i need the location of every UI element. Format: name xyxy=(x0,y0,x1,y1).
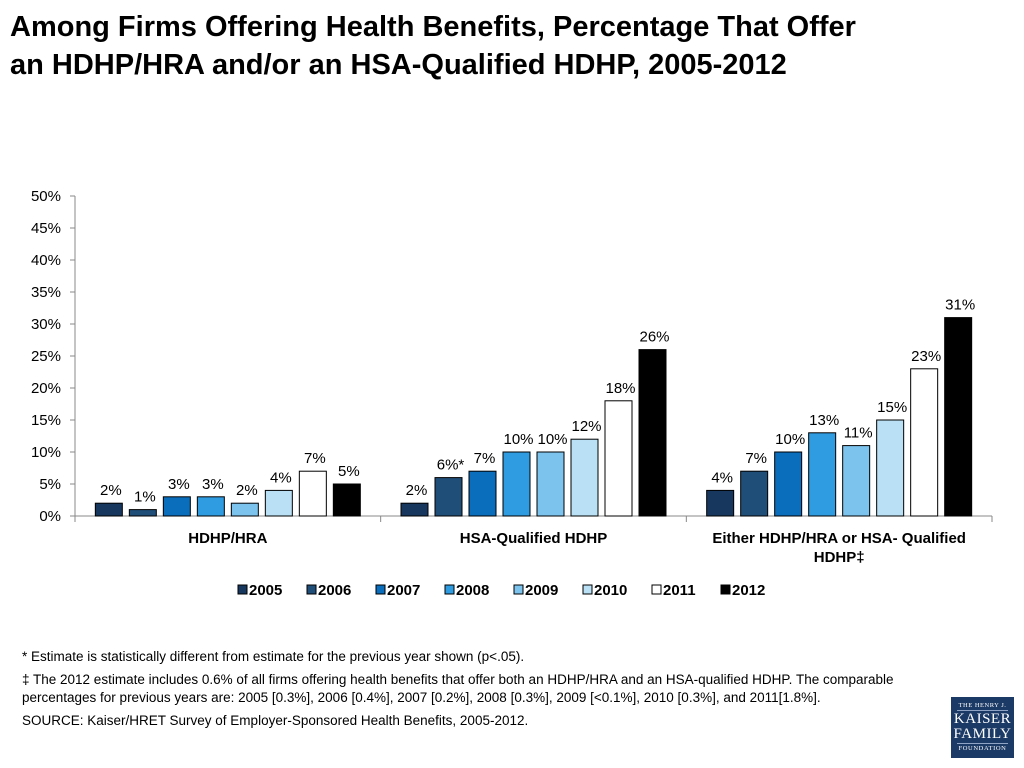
logo-line-4: FOUNDATION xyxy=(958,745,1007,752)
footnotes: * Estimate is statistically different fr… xyxy=(22,648,922,735)
data-label: 7% xyxy=(474,450,496,467)
y-tick-label: 40% xyxy=(31,252,61,269)
legend-swatch xyxy=(582,584,593,595)
bar xyxy=(128,509,157,517)
data-label: 7% xyxy=(304,450,326,467)
category-label: Either HDHP/HRA or HSA- Qualified xyxy=(712,530,966,547)
data-label: 4% xyxy=(270,469,292,486)
y-tick-label: 10% xyxy=(31,444,61,461)
data-label: 1% xyxy=(134,489,156,506)
bar xyxy=(434,477,463,517)
category-label: HDHP/HRA xyxy=(188,530,267,547)
y-tick-label: 5% xyxy=(39,476,61,493)
category-label: HSA-Qualified HDHP xyxy=(460,530,608,547)
bar xyxy=(944,317,973,517)
bar xyxy=(638,349,667,517)
logo-line-1: THE HENRY J. xyxy=(958,702,1007,709)
legend-swatch xyxy=(375,584,386,595)
bar xyxy=(94,502,123,517)
bar xyxy=(230,502,259,517)
data-label: 3% xyxy=(168,476,190,493)
title-line-1: Among Firms Offering Health Benefits, Pe… xyxy=(10,11,856,43)
data-label: 10% xyxy=(775,431,805,448)
y-tick-label: 50% xyxy=(31,188,61,205)
bar xyxy=(332,483,361,517)
bar xyxy=(604,400,633,517)
footnote-significance: * Estimate is statistically different fr… xyxy=(22,649,525,664)
legend-swatch xyxy=(651,584,662,595)
data-label: 15% xyxy=(877,399,907,416)
bar xyxy=(536,451,565,517)
data-label: 11% xyxy=(844,425,873,442)
bar xyxy=(570,438,599,517)
y-tick-label: 20% xyxy=(31,380,61,397)
legend-swatch xyxy=(513,584,524,595)
legend-label: 2005 xyxy=(249,582,282,599)
legend-label: 2012 xyxy=(732,582,765,599)
data-label: 2% xyxy=(236,482,258,499)
legend-label: 2010 xyxy=(594,582,627,599)
bar xyxy=(502,451,531,517)
bar xyxy=(298,470,327,517)
bar xyxy=(876,419,905,517)
data-label: 7% xyxy=(745,450,767,467)
bar xyxy=(910,368,939,517)
y-tick-label: 35% xyxy=(31,284,61,301)
legend-label: 2009 xyxy=(525,582,558,599)
data-label: 12% xyxy=(571,418,601,435)
bar xyxy=(196,496,225,517)
chart-title: Among Firms Offering Health Benefits, Pe… xyxy=(10,8,1014,84)
data-label: 6%* xyxy=(437,457,465,474)
logo-line-3: FAMILY xyxy=(953,726,1012,742)
bar xyxy=(706,489,735,517)
bar-chart: 0% 5% 10% 15% 20% 25% 30% 35% 40% 45% 50% 2% 1% 3% 3% 2… xyxy=(31,188,993,599)
source-note: SOURCE: Kaiser/HRET Survey of Employer-S… xyxy=(22,713,529,728)
data-label: 4% xyxy=(711,469,733,486)
legend-label: 2006 xyxy=(318,582,351,599)
data-label: 5% xyxy=(338,463,360,480)
legend-swatch xyxy=(237,584,248,595)
bar xyxy=(842,445,871,517)
bar xyxy=(808,432,837,517)
legend-swatch xyxy=(306,584,317,595)
bar xyxy=(740,470,769,517)
y-tick-label: 30% xyxy=(31,316,61,333)
data-label: 23% xyxy=(911,348,941,365)
logo-line-2: KAISER xyxy=(953,711,1012,727)
bar xyxy=(162,496,191,517)
data-label: 10% xyxy=(503,431,533,448)
data-label: 13% xyxy=(809,412,839,429)
legend-label: 2007 xyxy=(387,582,420,599)
legend-swatch xyxy=(720,584,731,595)
data-label: 26% xyxy=(639,329,669,346)
legend-swatch xyxy=(444,584,455,595)
category-label: HDHP‡ xyxy=(814,549,865,566)
data-label: 31% xyxy=(945,297,975,314)
kff-logo: THE HENRY J. KAISER FAMILY FOUNDATION xyxy=(951,697,1014,758)
bar xyxy=(468,470,497,517)
y-tick-label: 0% xyxy=(39,508,61,525)
title-line-2: an HDHP/HRA and/or an HSA-Qualified HDHP… xyxy=(10,49,787,81)
bar xyxy=(774,451,803,517)
data-label: 3% xyxy=(202,476,224,493)
footnote-double-dagger: ‡ The 2012 estimate includes 0.6% of all… xyxy=(22,672,894,705)
legend-label: 2011 xyxy=(663,582,696,599)
y-tick-label: 25% xyxy=(31,348,61,365)
data-label: 18% xyxy=(605,380,635,397)
bar xyxy=(264,489,293,517)
legend-label: 2008 xyxy=(456,582,489,599)
data-label: 2% xyxy=(100,482,122,499)
bar xyxy=(400,502,429,517)
y-tick-label: 45% xyxy=(31,220,61,237)
data-label: 2% xyxy=(406,482,428,499)
y-tick-label: 15% xyxy=(31,412,61,429)
data-label: 10% xyxy=(537,431,567,448)
